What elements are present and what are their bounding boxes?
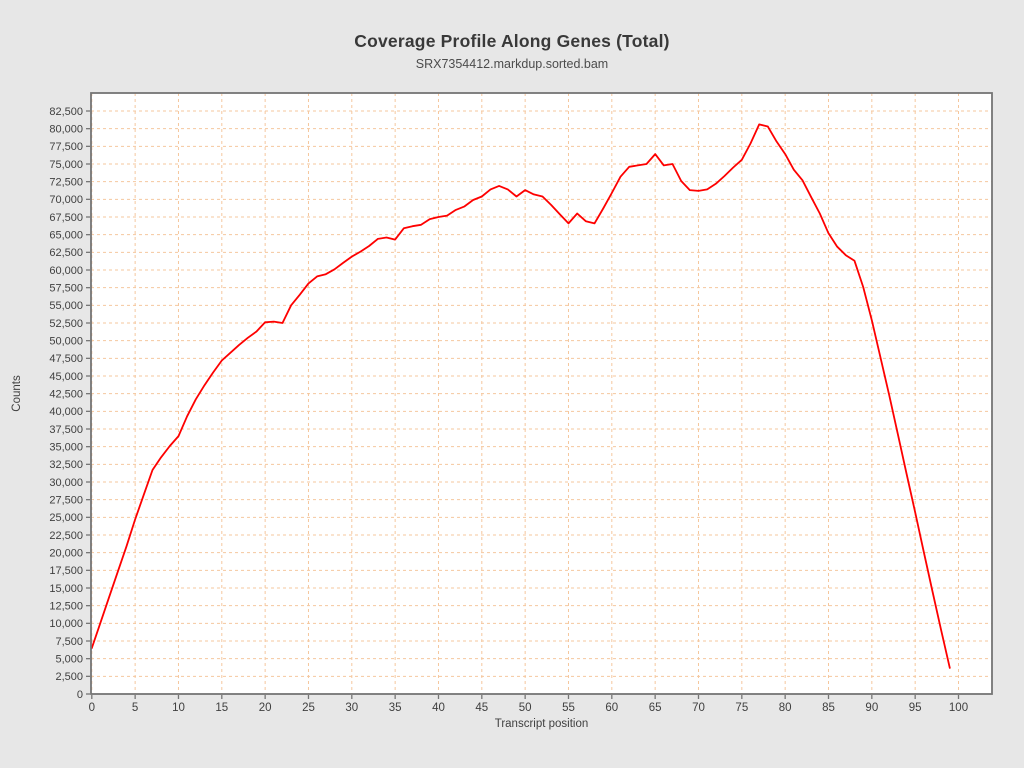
y-tick-label: 82,500 (49, 106, 83, 118)
x-tick-label: 75 (735, 702, 748, 714)
y-tick-label: 40,000 (49, 406, 83, 418)
y-tick-label: 70,000 (49, 194, 83, 206)
y-tick-label: 20,000 (49, 547, 83, 559)
x-tick-label: 65 (649, 702, 662, 714)
chart-subtitle: SRX7354412.markdup.sorted.bam (415, 57, 609, 71)
plot-frame (90, 92, 993, 695)
x-tick-label: 45 (475, 702, 488, 714)
y-tick-label: 42,500 (49, 388, 83, 400)
y-tick-label: 37,500 (49, 424, 83, 436)
x-tick-label: 30 (345, 702, 358, 714)
y-tick-label: 10,000 (49, 618, 83, 630)
y-tick-label: 52,500 (49, 318, 83, 330)
y-tick-label: 30,000 (49, 477, 83, 489)
y-tick-label: 25,000 (49, 512, 83, 524)
x-axis-title: Transcript position (495, 718, 589, 730)
y-tick-label: 47,500 (49, 353, 83, 365)
y-tick-label: 67,500 (49, 212, 83, 224)
gridlines (91, 93, 992, 694)
y-tick-label: 17,500 (49, 565, 83, 577)
y-tick-label: 55,000 (49, 300, 83, 312)
y-tick-label: 32,500 (49, 459, 83, 471)
x-tick-label: 10 (172, 702, 185, 714)
y-axis-title: Counts (11, 375, 23, 412)
y-tick-label: 77,500 (49, 141, 83, 153)
y-tick-label: 22,500 (49, 530, 83, 542)
x-tick-label: 35 (389, 702, 402, 714)
x-tick-label: 95 (909, 702, 922, 714)
x-tick-label: 60 (605, 702, 618, 714)
x-tick-label: 50 (519, 702, 532, 714)
y-tick-label: 75,000 (49, 159, 83, 171)
x-tick-label: 20 (259, 702, 272, 714)
x-tick-label: 25 (302, 702, 315, 714)
y-tick-label: 7,500 (55, 636, 83, 648)
x-tick-label: 90 (865, 702, 878, 714)
y-tick-label: 0 (77, 689, 83, 701)
chart-title: Coverage Profile Along Genes (Total) (354, 31, 670, 51)
y-tick-label: 60,000 (49, 265, 83, 277)
x-tick-label: 85 (822, 702, 835, 714)
y-tick-label: 57,500 (49, 282, 83, 294)
y-tick-label: 5,000 (55, 653, 83, 665)
x-tick-label: 5 (132, 702, 138, 714)
x-axis-tick-labels: 0 5 10 15 20 25 30 35 40 45 50 55 60 65 70 75 80 85 90 95 10… (89, 702, 968, 714)
y-tick-label: 12,500 (49, 600, 83, 612)
y-tick-label: 80,000 (49, 123, 83, 135)
axis-ticks (86, 110, 960, 699)
y-axis-tick-labels: 0 2,500 5,000 7,500 10,000 12,500 15,000 17,500… (49, 106, 83, 701)
y-tick-label: 15,000 (49, 583, 83, 595)
x-tick-label: 100 (949, 702, 968, 714)
y-tick-label: 2,500 (55, 671, 83, 683)
x-tick-label: 0 (89, 702, 95, 714)
x-tick-label: 15 (215, 702, 228, 714)
x-tick-label: 80 (779, 702, 792, 714)
y-tick-label: 35,000 (49, 441, 83, 453)
y-tick-label: 27,500 (49, 494, 83, 506)
x-tick-label: 40 (432, 702, 445, 714)
x-tick-label: 55 (562, 702, 575, 714)
y-tick-label: 45,000 (49, 371, 83, 383)
coverage-series-line (90, 123, 951, 669)
y-tick-label: 50,000 (49, 335, 83, 347)
y-tick-label: 65,000 (49, 229, 83, 241)
y-tick-label: 72,500 (49, 176, 83, 188)
y-tick-label: 62,500 (49, 247, 83, 259)
x-tick-label: 70 (692, 702, 705, 714)
